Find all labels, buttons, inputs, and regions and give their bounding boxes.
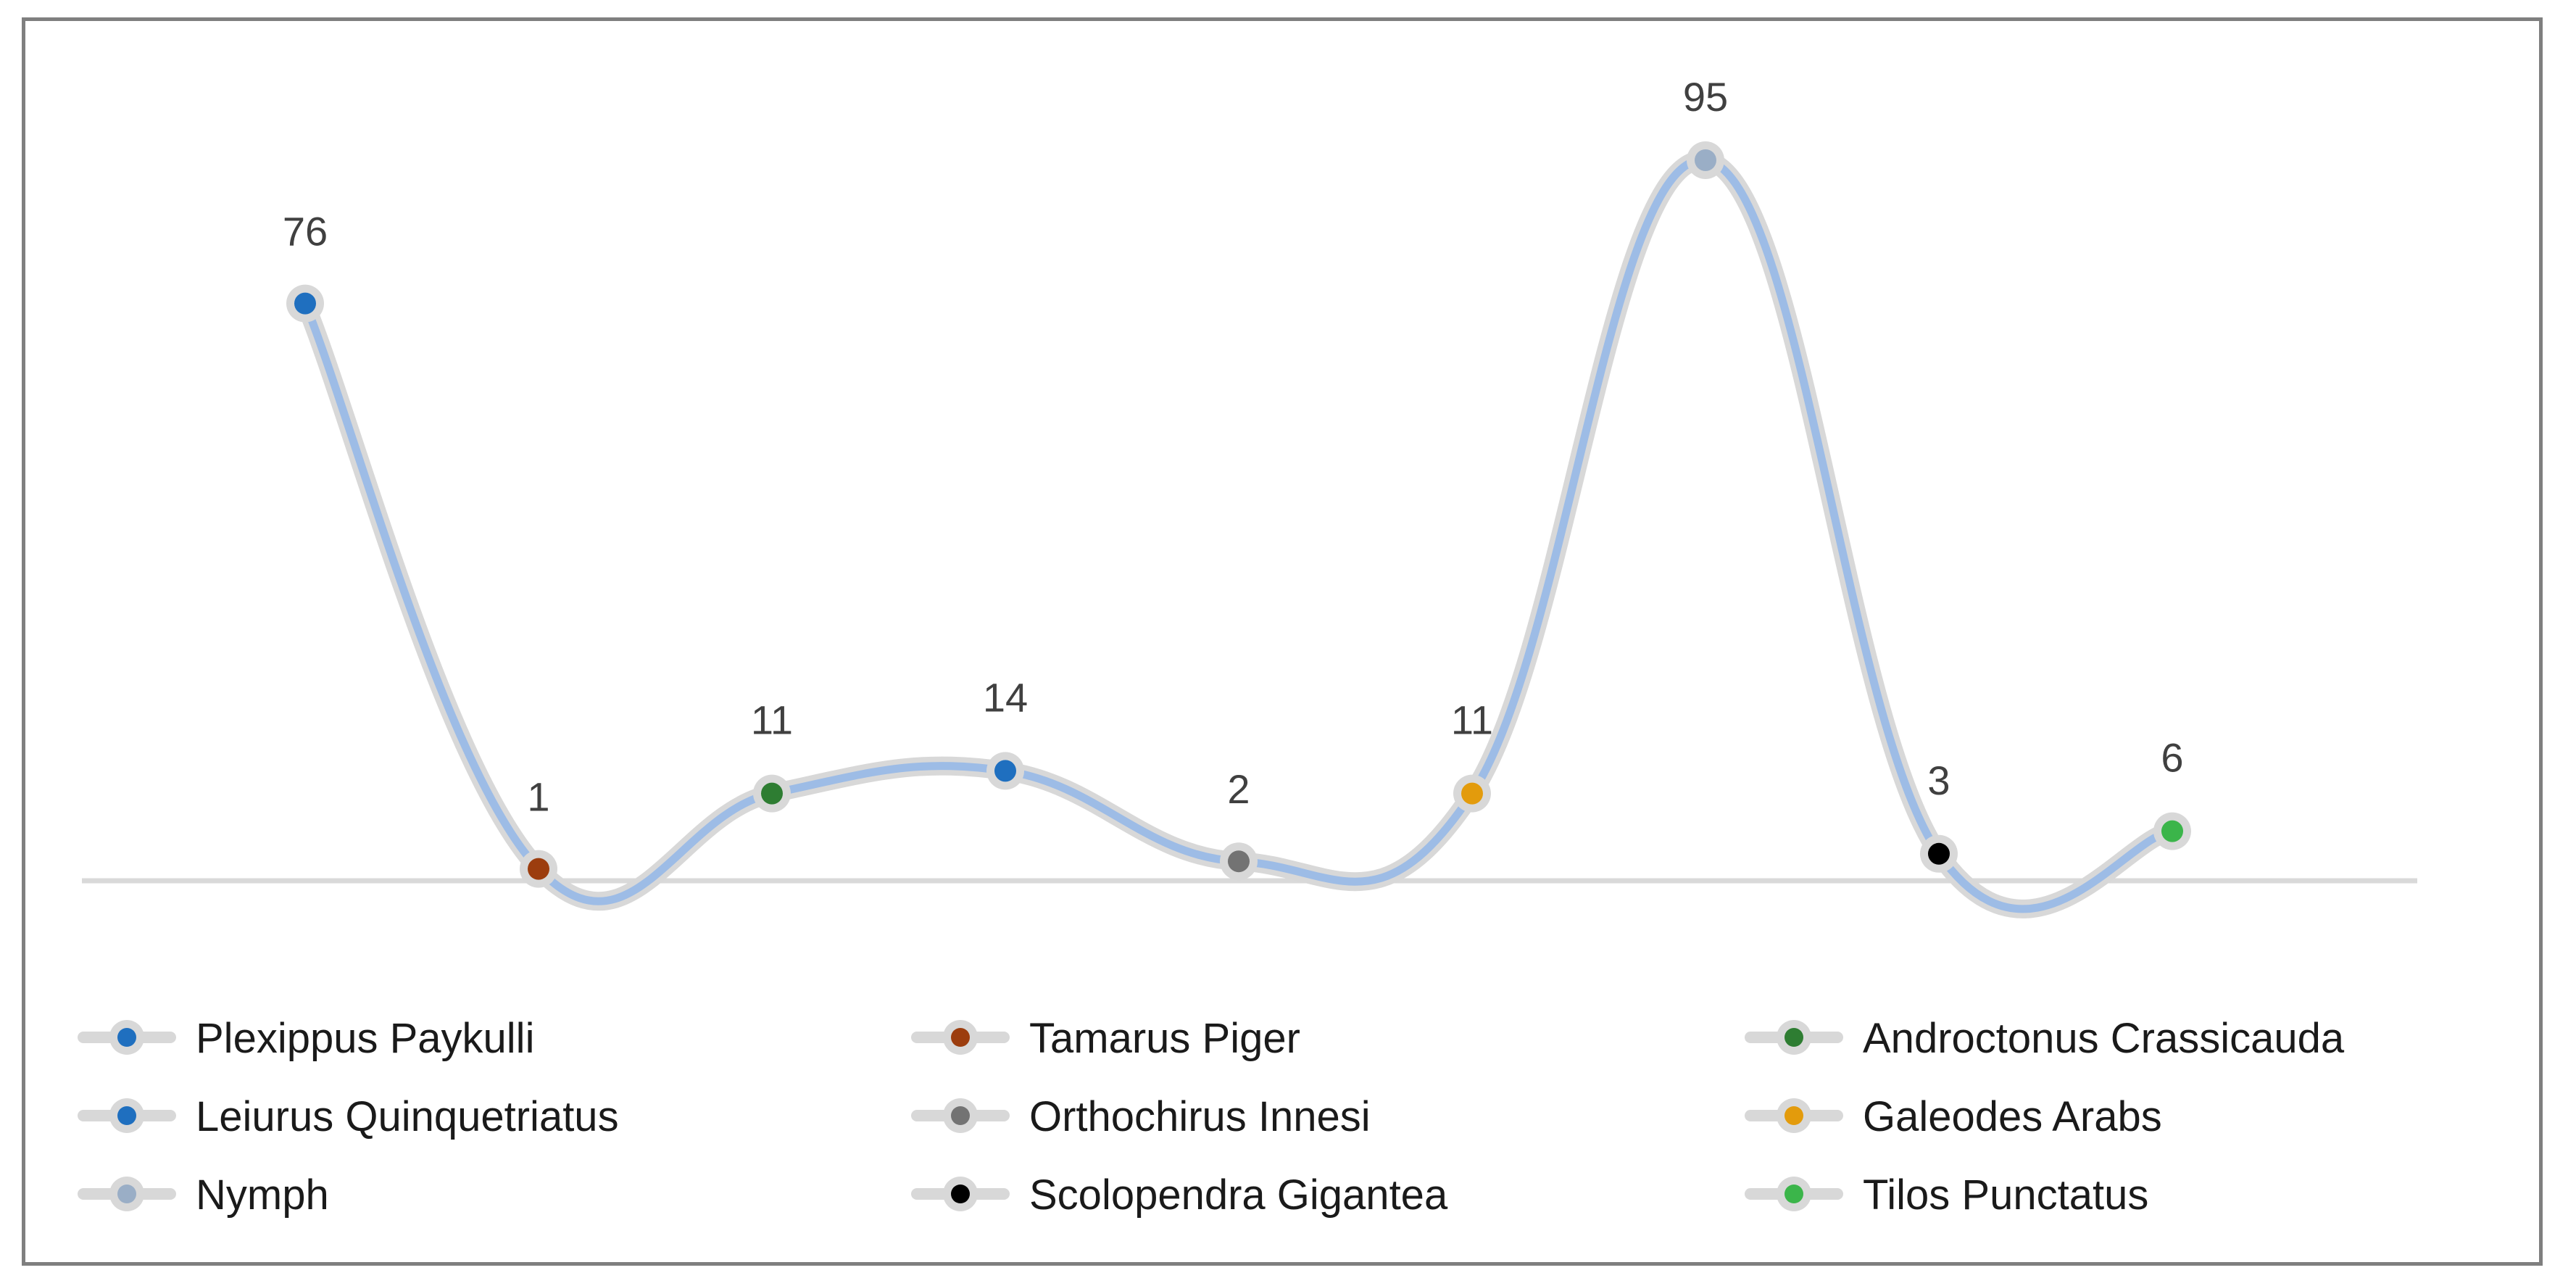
legend-item: Scolopendra Gigantea (911, 1171, 1448, 1219)
data-label: 6 (2161, 735, 2183, 781)
legend-marker (951, 1185, 970, 1203)
legend-label: Tilos Punctatus (1863, 1171, 2148, 1219)
legend-item: Tilos Punctatus (1745, 1171, 2148, 1219)
data-point (1453, 774, 1491, 813)
legend-label: Androctonus Crassicauda (1863, 1015, 2345, 1062)
legend-marker (117, 1106, 136, 1125)
legend-item: Leiurus Quinquetriatus (78, 1093, 619, 1140)
data-point (2153, 812, 2191, 850)
legend-label: Galeodes Arabs (1863, 1093, 2162, 1140)
data-label: 11 (751, 697, 793, 743)
data-point (286, 284, 324, 323)
data-point (1687, 141, 1724, 179)
legend-marker (1784, 1185, 1803, 1203)
legend-label: Leiurus Quinquetriatus (196, 1093, 619, 1140)
data-label: 14 (983, 674, 1028, 720)
series-line (301, 156, 2177, 913)
legend-label: Plexippus Paykulli (196, 1015, 534, 1062)
legend-item: Tamarus Piger (911, 1015, 1300, 1062)
data-point (1220, 842, 1258, 881)
legend-marker (951, 1106, 970, 1125)
legend-marker (1784, 1028, 1803, 1047)
legend-marker (117, 1185, 136, 1203)
legend-marker (1784, 1106, 1803, 1125)
series-layer (296, 150, 2182, 918)
legend-marker (951, 1028, 970, 1047)
legend-label: Orthochirus Innesi (1029, 1093, 1371, 1140)
data-label: 3 (1927, 758, 1950, 803)
data-point (986, 752, 1024, 790)
legend-item: Galeodes Arabs (1745, 1093, 2162, 1140)
data-label: 95 (1683, 74, 1728, 120)
data-label: 76 (283, 209, 328, 254)
legend-label: Scolopendra Gigantea (1029, 1171, 1448, 1219)
chart-frame: 76 1 11 14 2 11 95 3 6 Plexippus Paykulli Tamarus… (22, 17, 2543, 1266)
legend-item: Plexippus Paykulli (78, 1015, 534, 1062)
legend-item: Androctonus Crassicauda (1745, 1015, 2345, 1062)
legend-item: Orthochirus Innesi (911, 1093, 1371, 1140)
data-point (520, 850, 557, 888)
data-point (753, 774, 791, 813)
points-layer (286, 141, 2191, 888)
legend-item: Nymph (78, 1171, 329, 1219)
data-point (1920, 834, 1958, 873)
data-label: 11 (1451, 697, 1493, 743)
data-label: 2 (1227, 766, 1250, 812)
legend-label: Nymph (196, 1171, 329, 1219)
legend: Plexippus Paykulli Tamarus Piger Androcton… (78, 1015, 2345, 1219)
legend-marker (117, 1028, 136, 1047)
data-label: 1 (527, 774, 549, 820)
legend-label: Tamarus Piger (1029, 1015, 1300, 1062)
